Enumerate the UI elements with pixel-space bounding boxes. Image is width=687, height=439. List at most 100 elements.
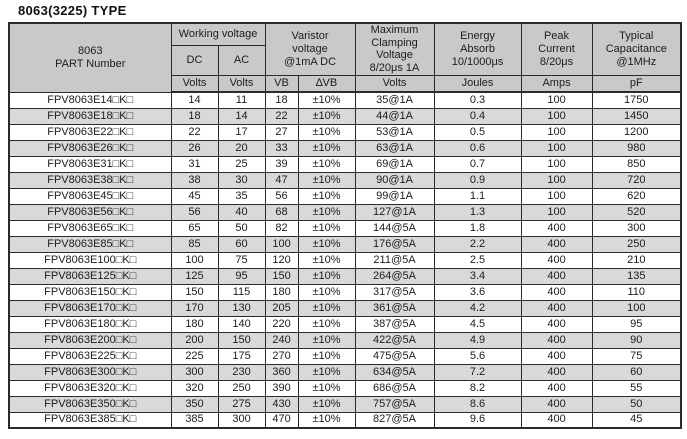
dc_volts-cell: 26 [170, 139, 219, 157]
energy_joules-cell: 0.3 [433, 91, 522, 109]
ac_volts-cell: 25 [217, 155, 266, 173]
energy_joules-cell: 8.6 [433, 395, 522, 413]
delta_vb-cell: ±10% [297, 379, 356, 397]
unit-amps: Amps [520, 74, 593, 94]
energy_joules-cell: 0.4 [433, 107, 522, 125]
table-row: FPV8063E56□K□ 56 40 68 ±10% 127@1A 1.3 100 520 [8, 203, 682, 221]
capacitance_pf-cell: 60 [591, 363, 682, 381]
capacitance_pf-cell: 520 [591, 203, 682, 221]
vb-cell: 82 [264, 219, 299, 237]
unit-volts-clamping: Volts [354, 74, 435, 94]
table-row: FPV8063E31□K□ 31 25 39 ±10% 69@1A 0.7 100 850 [8, 155, 682, 173]
header-part-number: 8063 PART Number [8, 22, 172, 93]
capacitance_pf-cell: 720 [591, 171, 682, 189]
part-number-cell: FPV8063E180□K□ [8, 315, 172, 333]
energy_joules-cell: 3.4 [433, 267, 522, 285]
delta_vb-cell: ±10% [297, 235, 356, 253]
table-row: FPV8063E200□K□ 200 150 240 ±10% 422@5A 4.9 400 9… [8, 331, 682, 349]
clamping_voltage-cell: 99@1A [354, 187, 435, 205]
vb-cell: 150 [264, 267, 299, 285]
unit-volts-ac: Volts [217, 74, 266, 94]
clamping_voltage-cell: 686@5A [354, 379, 435, 397]
table-row: FPV8063E26□K□ 26 20 33 ±10% 63@1A 0.6 100 980 [8, 139, 682, 157]
capacitance_pf-cell: 100 [591, 299, 682, 317]
clamping_voltage-cell: 211@5A [354, 251, 435, 269]
peak_amps-cell: 100 [520, 203, 593, 221]
energy_joules-cell: 1.3 [433, 203, 522, 221]
vb-cell: 240 [264, 331, 299, 349]
vb-cell: 120 [264, 251, 299, 269]
ac_volts-cell: 115 [217, 283, 266, 301]
vb-cell: 220 [264, 315, 299, 333]
capacitance_pf-cell: 300 [591, 219, 682, 237]
delta_vb-cell: ±10% [297, 187, 356, 205]
part-number-cell: FPV8063E320□K□ [8, 379, 172, 397]
peak_amps-cell: 100 [520, 107, 593, 125]
energy_joules-cell: 4.5 [433, 315, 522, 333]
energy_joules-cell: 2.5 [433, 251, 522, 269]
dc_volts-cell: 150 [170, 283, 219, 301]
dc_volts-cell: 100 [170, 251, 219, 269]
dc_volts-cell: 225 [170, 347, 219, 365]
ac_volts-cell: 175 [217, 347, 266, 365]
capacitance_pf-cell: 1450 [591, 107, 682, 125]
vb-cell: 47 [264, 171, 299, 189]
vb-cell: 68 [264, 203, 299, 221]
table-row: FPV8063E85□K□ 85 60 100 ±10% 176@5A 2.2 400 250 [8, 235, 682, 253]
energy_joules-cell: 4.2 [433, 299, 522, 317]
part-number-cell: FPV8063E225□K□ [8, 347, 172, 365]
table-row: FPV8063E22□K□ 22 17 27 ±10% 53@1A 0.5 100 1200 [8, 123, 682, 141]
dc_volts-cell: 56 [170, 203, 219, 221]
clamping_voltage-cell: 361@5A [354, 299, 435, 317]
unit-volts-dc: Volts [170, 74, 219, 94]
dc_volts-cell: 85 [170, 235, 219, 253]
header-ac: AC [217, 45, 266, 76]
part-number-cell: FPV8063E56□K□ [8, 203, 172, 221]
clamping_voltage-cell: 827@5A [354, 411, 435, 429]
peak_amps-cell: 100 [520, 91, 593, 109]
ac_volts-cell: 30 [217, 171, 266, 189]
vb-cell: 360 [264, 363, 299, 381]
capacitance_pf-cell: 250 [591, 235, 682, 253]
ac_volts-cell: 35 [217, 187, 266, 205]
varistor-spec-table: 8063 PART Number Working voltage Varisto… [8, 22, 683, 430]
capacitance_pf-cell: 50 [591, 395, 682, 413]
vb-cell: 100 [264, 235, 299, 253]
clamping_voltage-cell: 475@5A [354, 347, 435, 365]
clamping_voltage-cell: 127@1A [354, 203, 435, 221]
ac_volts-cell: 50 [217, 219, 266, 237]
peak_amps-cell: 400 [520, 363, 593, 381]
table-row: FPV8063E350□K□ 350 275 430 ±10% 757@5A 8.6 400 5… [8, 395, 682, 413]
capacitance_pf-cell: 135 [591, 267, 682, 285]
clamping_voltage-cell: 35@1A [354, 91, 435, 109]
delta_vb-cell: ±10% [297, 315, 356, 333]
peak_amps-cell: 400 [520, 411, 593, 429]
delta_vb-cell: ±10% [297, 219, 356, 237]
energy_joules-cell: 1.8 [433, 219, 522, 237]
part-number-cell: FPV8063E100□K□ [8, 251, 172, 269]
dc_volts-cell: 18 [170, 107, 219, 125]
vb-cell: 470 [264, 411, 299, 429]
clamping_voltage-cell: 757@5A [354, 395, 435, 413]
ac_volts-cell: 230 [217, 363, 266, 381]
delta_vb-cell: ±10% [297, 171, 356, 189]
dc_volts-cell: 22 [170, 123, 219, 141]
header-max-clamping: Maximum Clamping Voltage 8/20μs 1A [354, 22, 435, 76]
part-number-cell: FPV8063E125□K□ [8, 267, 172, 285]
capacitance_pf-cell: 95 [591, 315, 682, 333]
energy_joules-cell: 4.9 [433, 331, 522, 349]
dc_volts-cell: 14 [170, 91, 219, 109]
energy_joules-cell: 0.6 [433, 139, 522, 157]
energy_joules-cell: 5.6 [433, 347, 522, 365]
part-number-cell: FPV8063E26□K□ [8, 139, 172, 157]
part-number-cell: FPV8063E22□K□ [8, 123, 172, 141]
dc_volts-cell: 125 [170, 267, 219, 285]
table-body: FPV8063E14□K□ 14 11 18 ±10% 35@1A 0.3 100 1750 FP… [8, 91, 682, 429]
part-number-cell: FPV8063E18□K□ [8, 107, 172, 125]
part-number-cell: FPV8063E200□K□ [8, 331, 172, 349]
part-number-cell: FPV8063E65□K□ [8, 219, 172, 237]
header-varistor-voltage: Varistor voltage @1mA DC [264, 22, 356, 76]
vb-cell: 39 [264, 155, 299, 173]
unit-vb: VB [264, 74, 299, 94]
